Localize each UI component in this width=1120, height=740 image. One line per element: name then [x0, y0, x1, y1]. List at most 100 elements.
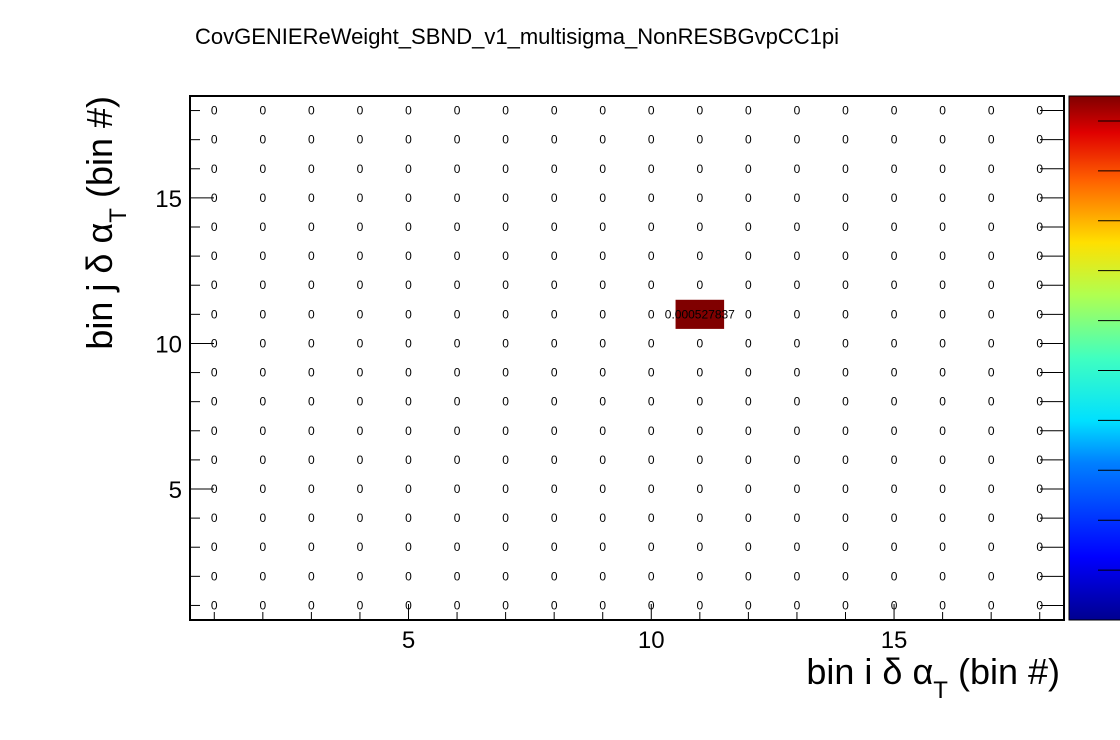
x-axis-title: bin i δ αT (bin #) [806, 651, 1060, 704]
cell-value-label: 0 [502, 104, 509, 118]
cell-value-label: 0 [1036, 482, 1043, 496]
cell-value-label: 0 [1036, 220, 1043, 234]
cell-value-label: 0 [939, 598, 946, 612]
cell-value-label: 0 [211, 249, 218, 263]
cell-value-label: 0 [988, 191, 995, 205]
cell-value-label: 0 [842, 162, 849, 176]
x-tick-label: 5 [402, 627, 415, 654]
cell-value-label: 0 [308, 511, 315, 525]
cell-value-label: 0 [259, 366, 266, 380]
cell-value-label: 0 [939, 482, 946, 496]
cell-value-label: 0 [259, 424, 266, 438]
colorbar-ticks [1098, 120, 1120, 571]
cell-value-label: 0 [454, 511, 461, 525]
cell-value-label: 0 [599, 307, 606, 321]
cell-value-label: 0 [259, 162, 266, 176]
cell-value-label: 0 [794, 569, 801, 583]
cell-value-label: 0 [454, 307, 461, 321]
cell-labels: 0 0 0 0 0 0 0 0 0 0 0 0 0 0 0 0 0 0 0 0 0 0 0 0 0 0 0 0 0 0 0 0 0 0 0 0 0 0 0 0… [211, 104, 1043, 613]
cell-value-label: 0 [211, 569, 218, 583]
cell-value-label: 0 [502, 191, 509, 205]
cell-value-label: 0 [648, 482, 655, 496]
cell-value-label: 0 [794, 278, 801, 292]
cell-value-label: 0 [1036, 453, 1043, 467]
cell-value-label: 0 [842, 191, 849, 205]
cell-value-label: 0 [939, 424, 946, 438]
cell-value-label: 0 [454, 598, 461, 612]
cell-value-label: 0 [794, 336, 801, 350]
cell-value-label: 0 [551, 569, 558, 583]
cell-value-label: 0 [648, 336, 655, 350]
cell-value-label: 0 [551, 395, 558, 409]
cell-value-label: 0 [745, 104, 752, 118]
cell-value-label: 0 [599, 104, 606, 118]
cell-value-label: 0 [308, 540, 315, 554]
cell-value-label: 0 [454, 162, 461, 176]
cell-value-label: 0 [405, 482, 412, 496]
cell-value-label: 0 [551, 424, 558, 438]
cell-value-label: 0 [551, 366, 558, 380]
cell-value-label: 0 [454, 540, 461, 554]
cell-value-label: 0 [502, 511, 509, 525]
plot-frame [189, 95, 1065, 621]
cell-value-label: 0 [696, 336, 703, 350]
cell-value-label: 0 [405, 511, 412, 525]
cell-value-label: 0 [842, 278, 849, 292]
cell-value-label: 0 [454, 482, 461, 496]
cell-value-label: 0 [1036, 191, 1043, 205]
cell-value-label: 0 [502, 366, 509, 380]
cell-value-label: 0 [405, 395, 412, 409]
cell-value-label: 0 [648, 162, 655, 176]
cell-value-label: 0 [988, 511, 995, 525]
cell-value-label: 0 [648, 249, 655, 263]
cell-value-label: 0 [745, 133, 752, 147]
cell-value-label: 0 [211, 104, 218, 118]
cell-value-label: 0 [454, 395, 461, 409]
cell-value-label: 0 [696, 104, 703, 118]
cell-value-label: 0 [502, 569, 509, 583]
cell-value-label: 0 [842, 220, 849, 234]
cell-value-label: 0 [405, 133, 412, 147]
cell-value-label: 0 [211, 453, 218, 467]
cell-value-label: 0 [842, 336, 849, 350]
cell-value-label: 0 [988, 395, 995, 409]
cell-value-label: 0 [502, 278, 509, 292]
cell-value-label: 0 [599, 453, 606, 467]
cell-value-label: 0 [599, 366, 606, 380]
cell-value-label: 0 [211, 395, 218, 409]
cell-value-label: 0 [405, 191, 412, 205]
cell-value-label: 0 [939, 104, 946, 118]
cell-value-label: 0 [891, 307, 898, 321]
cell-value-label: 0 [939, 220, 946, 234]
cell-value-label: 0 [891, 540, 898, 554]
y-axis-title: bin j δ αT (bin #) [79, 96, 132, 350]
cell-value-label: 0.000527837 [665, 307, 735, 321]
cell-value-label: 0 [648, 453, 655, 467]
cell-value-label: 0 [842, 307, 849, 321]
cell-value-label: 0 [599, 395, 606, 409]
cell-value-label: 0 [842, 569, 849, 583]
cell-value-label: 0 [745, 162, 752, 176]
cell-value-label: 0 [939, 395, 946, 409]
cell-value-label: 0 [308, 162, 315, 176]
cell-value-label: 0 [939, 249, 946, 263]
cell-value-label: 0 [745, 511, 752, 525]
cell-value-label: 0 [696, 395, 703, 409]
cell-value-label: 0 [939, 133, 946, 147]
cell-value-label: 0 [211, 133, 218, 147]
x-tick-label: 15 [881, 627, 908, 654]
cell-value-label: 0 [696, 220, 703, 234]
cell-value-label: 0 [842, 482, 849, 496]
cell-value-label: 0 [891, 395, 898, 409]
cell-value-label: 0 [988, 453, 995, 467]
cell-value-label: 0 [988, 569, 995, 583]
cell-value-label: 0 [599, 482, 606, 496]
cell-value-label: 0 [794, 191, 801, 205]
cell-value-label: 0 [454, 133, 461, 147]
cell-value-label: 0 [502, 249, 509, 263]
cell-value-label: 0 [794, 220, 801, 234]
cell-value-label: 0 [891, 162, 898, 176]
cell-value-label: 0 [842, 249, 849, 263]
cell-value-label: 0 [842, 366, 849, 380]
cell-value-label: 0 [1036, 395, 1043, 409]
